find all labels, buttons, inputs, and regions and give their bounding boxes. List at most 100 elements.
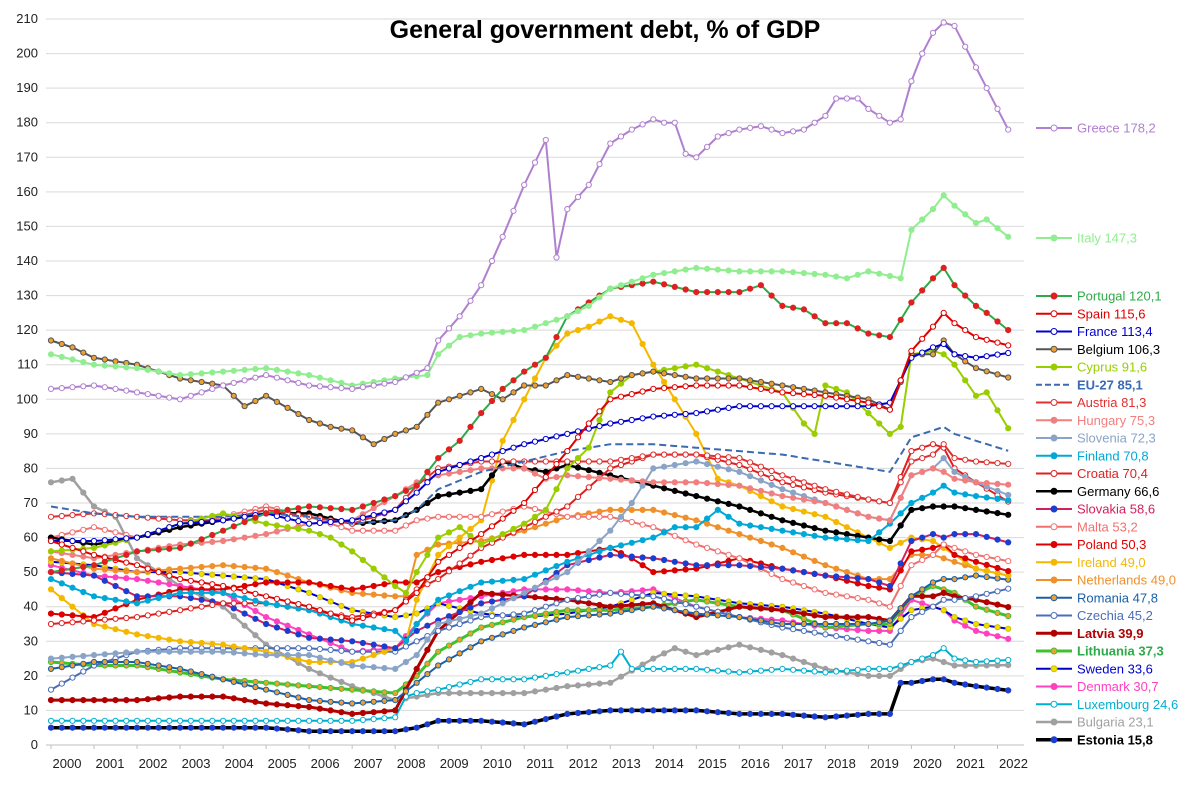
data-point xyxy=(962,622,969,629)
data-point xyxy=(972,658,980,666)
data-point xyxy=(112,358,119,365)
data-point xyxy=(327,384,334,391)
data-point xyxy=(768,474,775,481)
x-tick-label: 2008 xyxy=(397,756,426,771)
data-point xyxy=(198,370,205,377)
data-point xyxy=(177,396,184,403)
data-point xyxy=(402,487,409,494)
data-point xyxy=(865,105,872,113)
data-point xyxy=(133,593,141,600)
data-point xyxy=(392,614,399,621)
data-point xyxy=(876,270,883,277)
data-point xyxy=(467,389,474,396)
data-point xyxy=(800,582,808,590)
data-point xyxy=(779,130,786,137)
legend-label: Luxembourg 24,6 xyxy=(1077,697,1178,712)
data-point xyxy=(80,359,87,366)
data-point xyxy=(607,506,614,513)
data-point xyxy=(510,576,517,584)
data-point xyxy=(757,268,765,275)
data-point xyxy=(639,415,646,422)
data-point xyxy=(725,527,732,534)
data-point xyxy=(854,711,861,718)
data-point xyxy=(940,596,947,603)
data-point xyxy=(736,710,743,718)
data-point xyxy=(962,574,969,581)
data-point xyxy=(962,491,969,498)
data-point xyxy=(714,453,721,460)
data-point xyxy=(456,313,463,320)
data-point xyxy=(349,662,356,669)
data-point xyxy=(693,665,700,673)
data-point xyxy=(252,575,259,582)
data-point xyxy=(424,581,431,588)
data-point xyxy=(58,654,65,661)
data-point xyxy=(811,511,818,518)
data-point xyxy=(413,369,420,376)
data-point xyxy=(929,531,937,538)
data-point xyxy=(90,537,98,545)
data-point xyxy=(994,601,1001,608)
data-point xyxy=(704,461,711,468)
data-point xyxy=(499,531,506,538)
data-point xyxy=(381,574,388,581)
data-point xyxy=(617,602,625,610)
data-point xyxy=(908,562,915,569)
data-point xyxy=(521,676,528,683)
data-point xyxy=(553,551,560,559)
data-point xyxy=(166,608,173,616)
data-point xyxy=(854,595,861,602)
data-point xyxy=(714,524,721,531)
data-point xyxy=(499,458,506,465)
data-point xyxy=(456,608,463,616)
data-point xyxy=(177,638,184,645)
data-point xyxy=(499,690,506,697)
data-point xyxy=(736,482,743,489)
data-point xyxy=(714,368,721,375)
data-point xyxy=(241,534,248,541)
data-point xyxy=(241,563,248,571)
data-point xyxy=(402,498,409,505)
data-point xyxy=(521,589,528,597)
data-point xyxy=(133,389,141,396)
data-point xyxy=(435,468,442,475)
data-point xyxy=(564,430,571,437)
data-point xyxy=(542,513,549,520)
data-point xyxy=(542,136,549,144)
data-point xyxy=(650,361,657,368)
data-point xyxy=(929,275,937,282)
data-point xyxy=(585,665,592,673)
data-point xyxy=(542,610,549,617)
data-point xyxy=(962,327,969,334)
data-point xyxy=(273,366,280,373)
data-point xyxy=(929,206,937,213)
data-point xyxy=(553,713,560,720)
data-point xyxy=(650,278,657,285)
data-point xyxy=(843,712,851,719)
data-point xyxy=(951,614,958,621)
data-point xyxy=(790,711,797,718)
data-point xyxy=(488,578,496,585)
data-point xyxy=(166,545,173,552)
data-point xyxy=(1005,374,1012,381)
data-point xyxy=(80,618,87,625)
data-point xyxy=(757,617,765,624)
data-point xyxy=(316,646,323,653)
data-point xyxy=(811,532,818,539)
data-point xyxy=(381,665,388,672)
data-point xyxy=(381,689,388,696)
legend-item-ireland: Ireland 49,0 xyxy=(1036,555,1146,570)
data-point xyxy=(252,651,259,658)
data-point xyxy=(585,323,592,330)
data-point xyxy=(435,534,442,541)
data-point xyxy=(392,627,399,635)
data-point xyxy=(349,548,356,555)
data-point xyxy=(833,488,840,495)
data-point xyxy=(359,503,366,510)
data-point xyxy=(187,693,194,700)
data-point xyxy=(359,716,366,724)
data-point xyxy=(284,681,291,688)
data-point xyxy=(607,465,614,472)
data-point xyxy=(90,572,98,579)
data-point xyxy=(736,520,743,527)
